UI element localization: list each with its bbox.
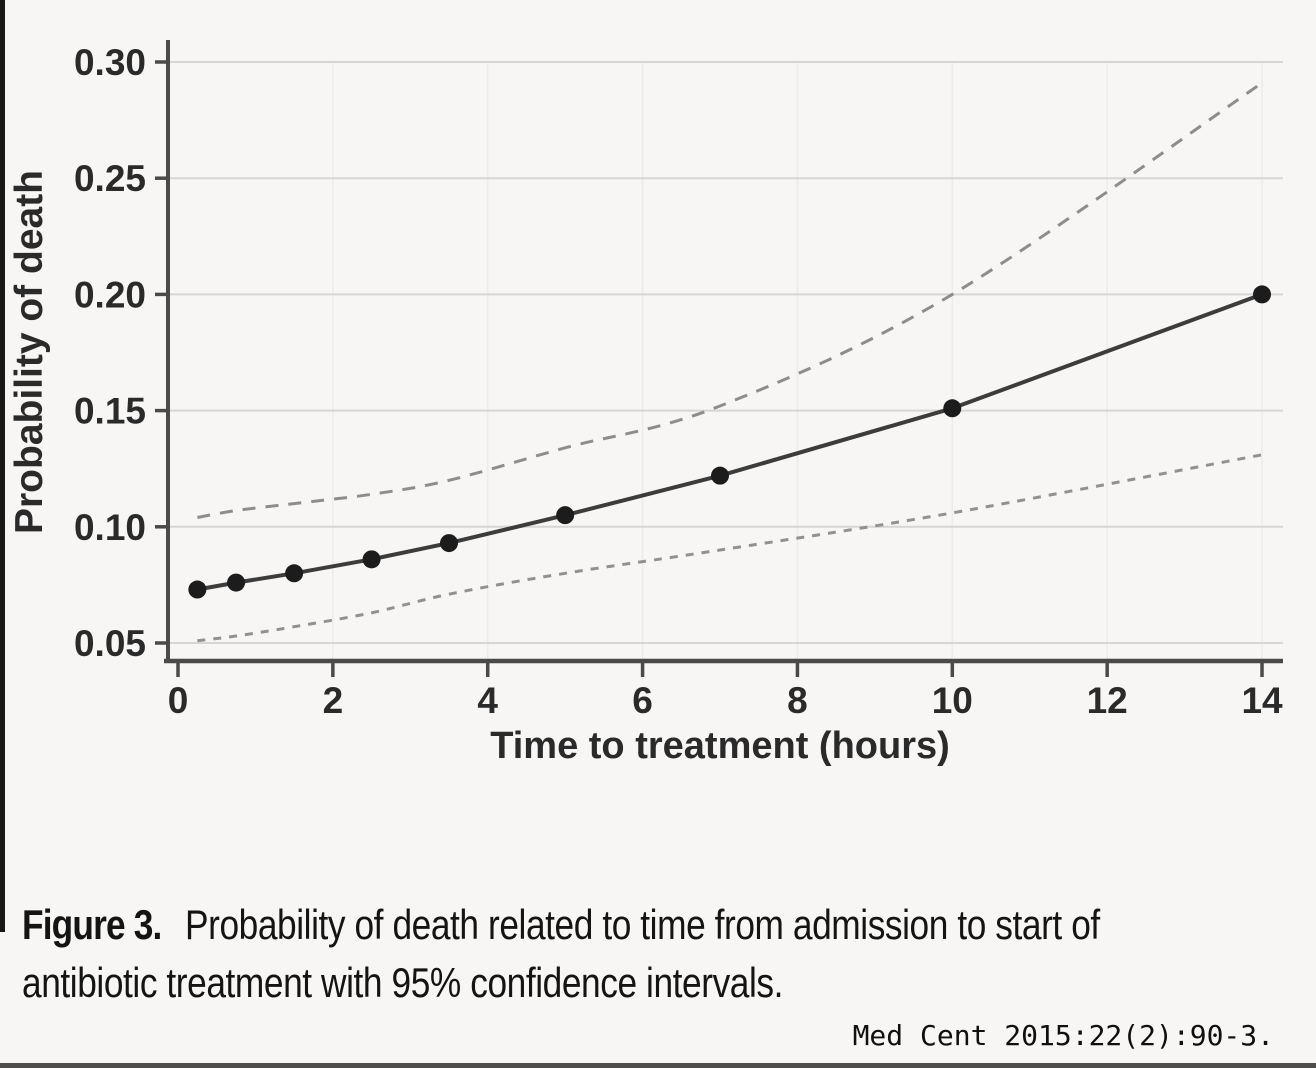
- data-point-marker: [943, 399, 962, 418]
- scan-edge-bottom-bar: [0, 1063, 1316, 1068]
- x-tick-label: 14: [1241, 680, 1283, 721]
- data-point-marker: [227, 573, 246, 592]
- scan-edge-left-bar: [0, 0, 5, 932]
- figure-caption-label: Figure 3.: [22, 901, 162, 948]
- y-tick-label: 0.25: [74, 158, 146, 199]
- y-tick-label: 0.15: [74, 391, 146, 432]
- data-point-marker: [188, 580, 207, 599]
- x-tick-label: 4: [477, 680, 498, 721]
- y-tick-label: 0.05: [74, 623, 146, 664]
- upper-95pct-ci-line: [197, 81, 1263, 519]
- x-tick-label: 6: [632, 680, 653, 721]
- x-tick-label: 2: [323, 680, 344, 721]
- probability-of-death-line: [197, 292, 1263, 592]
- data-point-marker: [1253, 285, 1272, 304]
- x-tick-label: 12: [1087, 680, 1128, 721]
- data-point-marker: [556, 506, 575, 525]
- data-point-marker: [285, 564, 304, 583]
- data-point-marker: [440, 534, 459, 553]
- figure-caption: Figure 3. Probability of death related to…: [22, 896, 1282, 1012]
- data-point-marker: [711, 466, 730, 485]
- data-point-marker: [362, 550, 381, 569]
- figure-caption-line1: Probability of death related to time fro…: [184, 901, 1100, 948]
- y-axis-title: Probability of death: [8, 170, 51, 534]
- journal-citation: Med Cent 2015:22(2):90-3.: [852, 1019, 1274, 1052]
- x-tick-label: 10: [932, 680, 973, 721]
- probability-of-death-chart: 0.05 0.10 0.15 0.20 0.25 0.30 0 2 4 6 8 10 12 14 Time …: [8, 40, 1283, 767]
- lower-95pct-ci-line: [197, 453, 1263, 643]
- y-tick-label: 0.10: [74, 507, 146, 548]
- y-tick-label: 0.30: [74, 42, 146, 83]
- y-tick-label: 0.20: [74, 274, 146, 315]
- figure-caption-line2: antibiotic treatment with 95% confidence…: [22, 959, 784, 1006]
- x-tick-label: 8: [787, 680, 808, 721]
- x-axis-title: Time to treatment (hours): [490, 725, 950, 767]
- x-tick-label: 0: [168, 680, 189, 721]
